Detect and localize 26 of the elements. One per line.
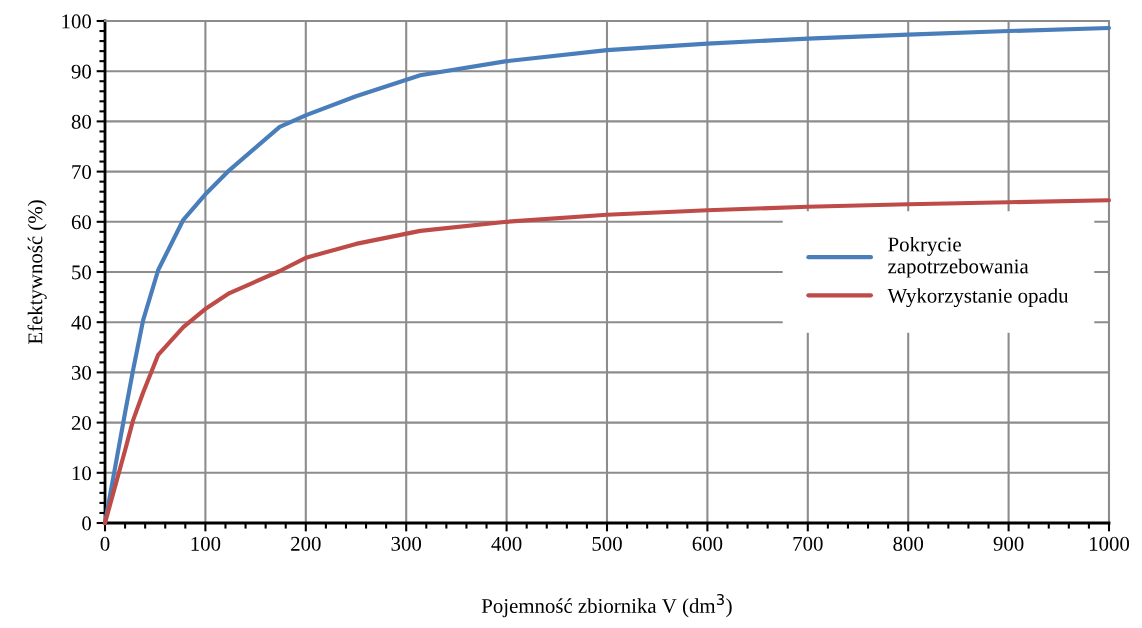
y-axis-title: Efektywność (%) (27, 200, 47, 344)
y-tick-label: 20 (71, 415, 92, 431)
y-tick-label: 80 (71, 114, 92, 129)
y-tick-label: 30 (71, 365, 92, 380)
x-tick-label: 800 (893, 536, 924, 551)
y-tick-label: 40 (71, 315, 92, 330)
x-axis-title: Pojemność zbiornika V (dm$^{3}$) (481, 593, 732, 618)
y-tick-label: 50 (72, 265, 92, 280)
x-tick-label: 1000 (1090, 536, 1130, 551)
y-tick-label: 10 (72, 466, 92, 481)
legend-label: Wykorzystanie opadu (887, 288, 1069, 308)
y-tick-label: 90 (71, 64, 92, 79)
x-tick-label: 600 (692, 536, 723, 551)
x-tick-label: 500 (592, 536, 622, 551)
y-tick-label: 0 (82, 516, 92, 531)
x-tick-label: 0 (100, 536, 110, 551)
x-tick-label: 200 (291, 536, 321, 551)
x-tick-label: 400 (491, 536, 522, 551)
legend-label: Pokrycie zapotrzebowania (888, 236, 1029, 278)
x-tick-label: 100 (191, 536, 221, 551)
x-tick-label: 300 (391, 536, 422, 551)
x-tick-label: 700 (793, 536, 823, 551)
x-tick-label: 900 (993, 536, 1024, 551)
y-tick-label: 60 (71, 215, 92, 230)
y-tick-label: 100 (62, 14, 92, 29)
y-tick-label: 70 (72, 164, 92, 180)
